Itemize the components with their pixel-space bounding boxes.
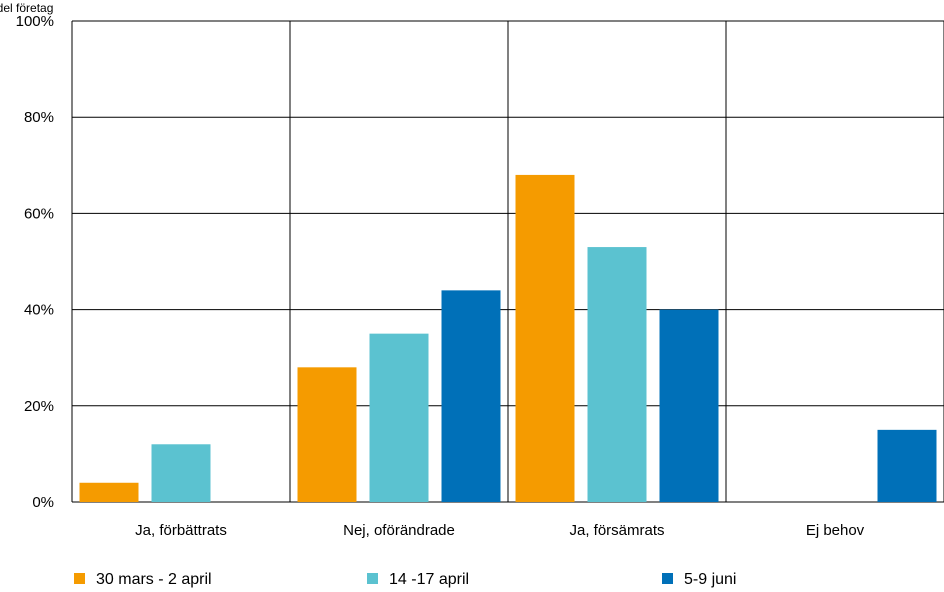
- grid: [71, 20, 944, 503]
- x-axis-categories: Ja, förbättrats Nej, oförändrade Ja, försä…: [135, 522, 865, 539]
- legend-label: 30 mars - 2 april: [96, 571, 212, 588]
- legend-label: 5-9 juni: [684, 571, 736, 588]
- bar: [515, 174, 575, 503]
- bar: [151, 444, 211, 502]
- legend-swatch: [74, 573, 85, 584]
- y-tick-label: 0%: [32, 494, 54, 511]
- y-tick-label: 20%: [24, 398, 54, 415]
- bar: [369, 333, 429, 502]
- legend-item: 14 -17 april: [367, 571, 469, 588]
- y-axis-ticks: 0% 20% 40% 60% 80% 100%: [16, 13, 54, 511]
- y-tick-label: 100%: [16, 13, 54, 30]
- x-category-label: Nej, oförändrade: [343, 522, 455, 539]
- y-tick-label: 80%: [24, 109, 54, 126]
- y-tick-label: 40%: [24, 302, 54, 319]
- y-tick-label: 60%: [24, 205, 54, 222]
- legend-item: 5-9 juni: [662, 571, 736, 588]
- legend-item: 30 mars - 2 april: [74, 571, 212, 588]
- legend: 30 mars - 2 april 14 -17 april 5-9 juni: [74, 571, 736, 588]
- bar: [877, 429, 937, 502]
- x-category-label: Ja, försämrats: [569, 522, 664, 539]
- bars: [79, 174, 937, 503]
- bar: [659, 309, 719, 502]
- legend-swatch: [662, 573, 673, 584]
- y-unit-label: Andel företag: [0, 1, 53, 15]
- bar: [79, 482, 139, 502]
- bar: [587, 247, 647, 502]
- x-category-label: Ej behov: [806, 522, 865, 539]
- bar: [441, 290, 501, 502]
- x-category-label: Ja, förbättrats: [135, 522, 227, 539]
- legend-swatch: [367, 573, 378, 584]
- legend-label: 14 -17 april: [389, 571, 469, 588]
- bar: [297, 367, 357, 502]
